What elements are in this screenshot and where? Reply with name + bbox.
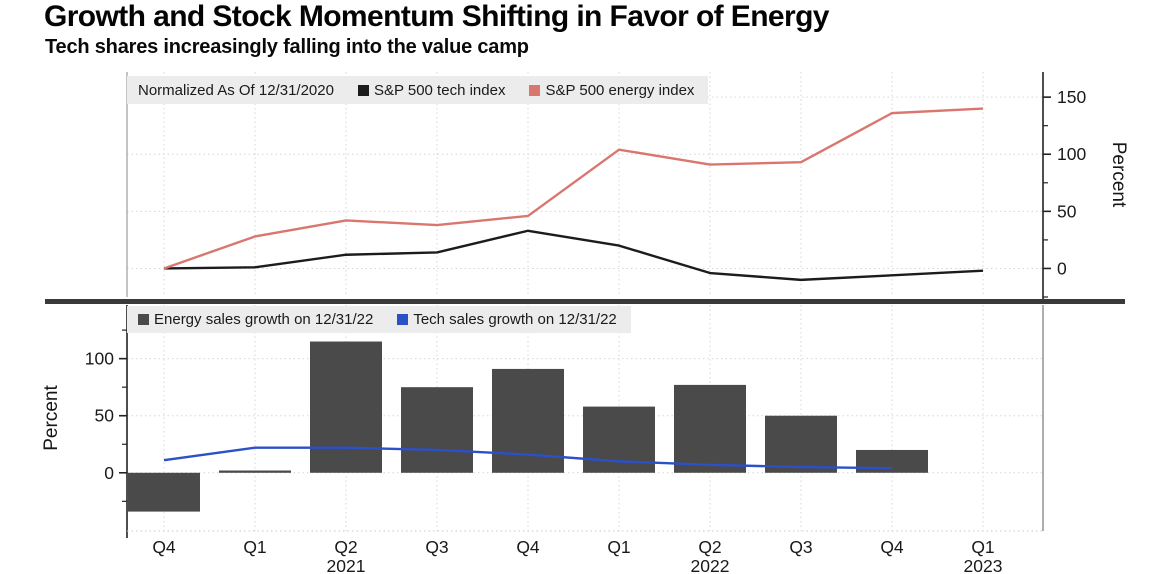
page-subtitle: Tech shares increasingly falling into th… [45,36,529,58]
panel-divider [45,299,1125,304]
y-tick-label: 50 [1057,201,1077,221]
normalization-note: Normalized As Of 12/31/2020 [138,81,334,99]
x-tick-label: Q1 [971,537,994,557]
tech-index-line [163,229,984,282]
x-tick-label: Q2 [334,537,357,557]
legend-item-energy-sales: Energy sales growth on 12/31/22 [138,311,373,328]
y-tick-label: 50 [95,406,115,426]
energy-sales-swatch-icon [138,314,149,325]
legend-item-tech-sales: Tech sales growth on 12/31/22 [397,311,617,328]
bar [401,387,473,473]
page-title: Growth and Stock Momentum Shifting in Fa… [44,0,830,33]
x-tick-label: Q4 [152,537,176,557]
bar [310,341,382,473]
tech-sales-line [163,446,893,470]
y-tick-label: 150 [1057,87,1086,107]
tech-sales-swatch-icon [397,314,409,325]
bar [765,415,837,473]
energy-index-swatch-icon [529,84,541,96]
bar [219,470,291,473]
y-tick-label: 0 [104,463,114,483]
y-tick-label: 100 [85,349,114,369]
bar [856,449,928,473]
x-year-label: 2023 [964,556,1003,574]
x-year-label: 2021 [327,556,366,574]
bar [674,384,746,473]
tech-index-swatch-icon [357,84,369,96]
top-chart-legend: Normalized As Of 12/31/2020 S&P 500 tech… [127,76,709,104]
y-axis-title: Percent [41,385,62,451]
x-tick-label: Q1 [607,537,630,557]
legend-label-energy-index: S&P 500 energy index [545,81,695,99]
energy-index-line [163,107,984,270]
x-tick-label: Q1 [243,537,266,557]
y-tick-label: 100 [1057,144,1086,164]
x-tick-label: Q4 [516,537,540,557]
x-year-label: 2022 [691,556,730,574]
x-tick-label: Q3 [789,537,812,557]
legend-item-tech-index: S&P 500 tech index [357,81,506,99]
legend-item-energy-index: S&P 500 energy index [529,82,694,99]
legend-label-energy-sales: Energy sales growth on 12/31/22 [154,311,374,328]
x-tick-label: Q3 [425,537,448,557]
y-tick-label: 0 [1057,258,1067,278]
x-tick-label: Q2 [698,537,721,557]
legend-label-tech-index: S&P 500 tech index [373,81,506,99]
bottom-chart-legend: Energy sales growth on 12/31/22 Tech sal… [127,306,631,333]
bar [128,472,200,512]
x-tick-label: Q4 [880,537,904,557]
legend-label-tech-sales: Tech sales growth on 12/31/22 [413,311,617,328]
y-axis-title: Percent [1108,142,1129,208]
